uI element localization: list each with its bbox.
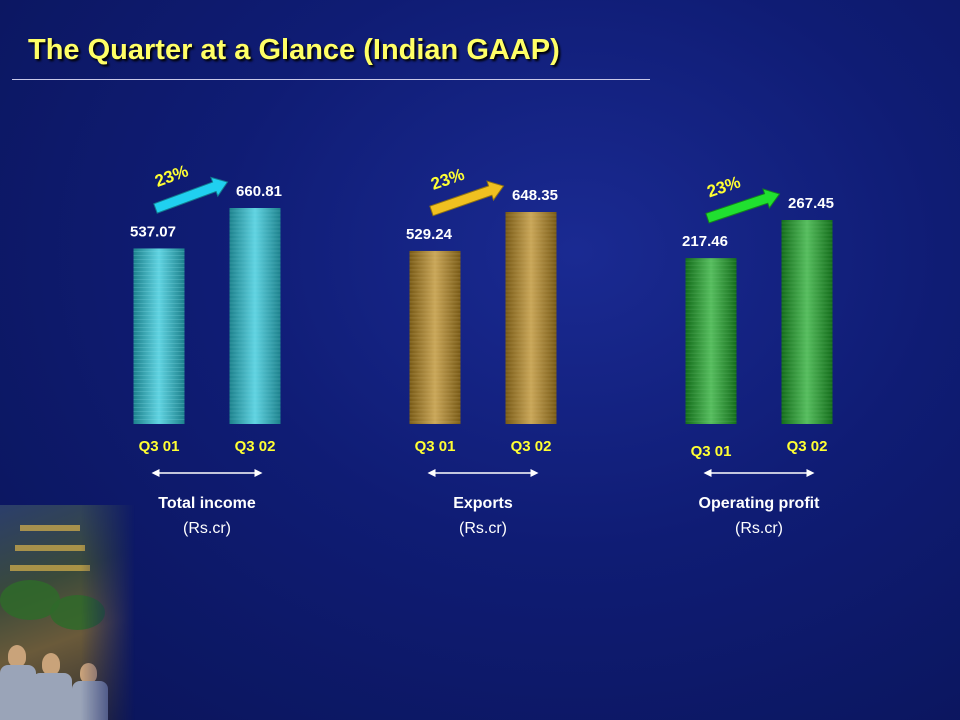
arrow-right-icon [254,469,263,477]
chart-title: Operating profit [699,495,821,512]
arrow-left-icon [703,469,712,477]
arrow-left-icon [151,469,160,477]
bar [685,258,737,424]
bar [229,208,281,424]
chart-unit: (Rs.cr) [459,520,507,537]
category-label: Q3 02 [787,438,828,455]
value-label: 529.24 [406,226,453,243]
category-label: Q3 01 [415,438,456,455]
growth-label: 23% [429,165,467,194]
value-label: 660.81 [236,183,282,200]
growth-label: 23% [705,172,743,201]
growth-arrow-icon [153,176,229,214]
chart-title: Exports [453,495,513,512]
bar [133,248,185,424]
bar [781,220,833,424]
bar [409,250,461,424]
chart-unit: (Rs.cr) [183,520,231,537]
page-title: The Quarter at a Glance (Indian GAAP) [28,34,560,66]
arrow-right-icon [530,469,539,477]
growth-arrow-icon [429,180,505,217]
office-photo-decoration [0,505,135,720]
chart-title: Total income [158,495,256,512]
value-label: 217.46 [682,233,728,250]
category-label: Q3 01 [691,443,732,460]
arrow-left-icon [427,469,436,477]
arrow-right-icon [806,469,815,477]
growth-label: 23% [152,161,190,191]
category-label: Q3 01 [139,438,180,455]
chart-operating-profit: 217.46 Q3 01 267.45 Q3 02 23% Operating profi… [682,172,834,537]
title-divider [12,79,650,80]
bar [505,212,557,424]
category-label: Q3 02 [235,438,276,455]
value-label: 267.45 [788,195,834,212]
chart-unit: (Rs.cr) [735,520,783,537]
category-label: Q3 02 [511,438,552,455]
value-label: 537.07 [130,223,176,240]
chart-total-income: 537.07 Q3 01 660.81 Q3 02 23% Total income (Rs… [130,161,282,537]
chart-exports: 529.24 Q3 01 648.35 Q3 02 23% Exports (Rs.cr) [406,165,558,537]
value-label: 648.35 [512,187,558,204]
growth-arrow-icon [705,188,781,224]
